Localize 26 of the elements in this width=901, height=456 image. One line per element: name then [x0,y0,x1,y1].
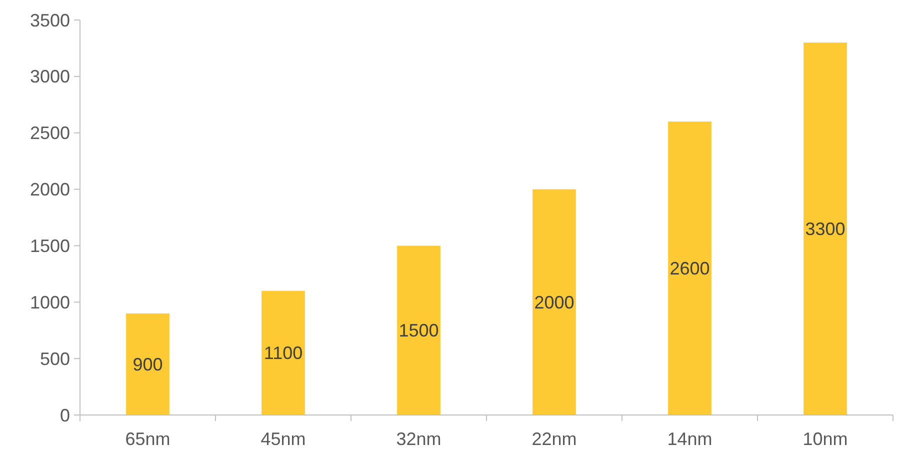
x-tick-label: 32nm [396,429,442,449]
x-tick-label: 22nm [532,429,577,449]
y-tick-label: 3500 [30,10,70,30]
bar [668,122,712,415]
x-tick-label: 65nm [125,429,170,449]
x-tick-label: 10nm [802,429,848,449]
data-label: 1100 [264,343,303,364]
y-tick-label: 2000 [30,180,70,200]
bar [262,290,305,415]
y-tick-label: 1000 [30,292,70,312]
y-tick-label: 2500 [30,123,70,144]
data-label: 2000 [534,292,574,312]
y-tick-label: 1500 [30,236,70,256]
x-tick-label: 14nm [667,429,712,449]
y-tick-label: 0 [60,405,70,426]
y-tick-label: 3000 [30,66,70,87]
bar [126,313,170,415]
bar [397,246,440,415]
x-tick-label: 45nm [260,429,306,449]
data-label: 1500 [398,320,439,341]
bar [532,189,576,415]
y-tick-label: 500 [40,348,70,369]
bar [804,42,847,415]
data-label: 2600 [670,258,710,279]
data-label: 900 [132,354,163,375]
data-label: 3300 [805,219,846,240]
